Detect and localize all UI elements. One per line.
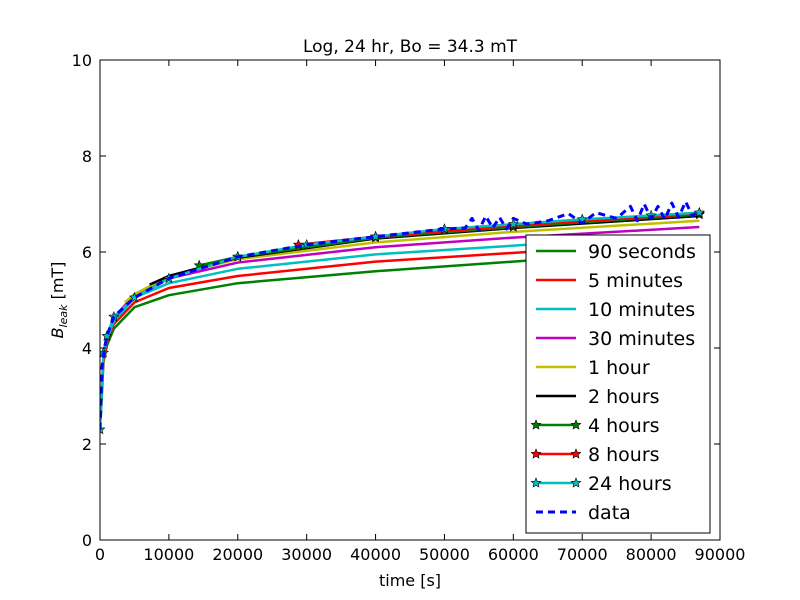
x-tick-label: 50000	[419, 545, 470, 564]
x-tick-label: 10000	[143, 545, 194, 564]
legend-label-data: data	[588, 502, 631, 524]
y-axis-label-unit: [mT]	[48, 262, 67, 305]
legend-marker-24-hours	[530, 477, 542, 488]
y-tick-label: 6	[82, 243, 92, 262]
legend-marker-24-hours	[570, 477, 582, 488]
legend-label-2-hours: 2 hours	[588, 386, 660, 408]
legend-label-10-minutes: 10 minutes	[588, 299, 695, 321]
legend: 90 seconds 5 minutes 10 minutes 30 minutes 1…	[525, 234, 711, 534]
x-tick-label: 20000	[212, 545, 263, 564]
legend-label-4-hours: 4 hours	[588, 415, 660, 437]
series-line-5-minutes	[100, 250, 528, 382]
legend-label-90-seconds: 90 seconds	[588, 241, 696, 263]
legend-label-5-minutes: 5 minutes	[588, 270, 683, 292]
y-tick-label: 0	[82, 531, 92, 550]
y-axis-label-sub: leak	[57, 304, 70, 328]
legend-label-1-hour: 1 hour	[588, 357, 650, 379]
x-tick-label: 40000	[350, 545, 401, 564]
point-24-hours-10	[507, 218, 519, 229]
series-line-10-minutes	[102, 243, 528, 354]
plot-frame	[99, 59, 721, 541]
chart-title: Log, 24 hr, Bo = 34.3 mT	[303, 37, 518, 57]
legend-marker-4-hours	[570, 419, 582, 430]
legend-label-30-minutes: 30 minutes	[588, 328, 695, 350]
x-tick-label: 30000	[281, 545, 332, 564]
legend-marker-4-hours	[530, 419, 542, 430]
legend-label-8-hours: 8 hours	[588, 444, 660, 466]
x-tick-label: 70000	[557, 545, 608, 564]
y-tick-label: 10	[72, 51, 92, 70]
x-tick-label: 80000	[626, 545, 677, 564]
legend-marker-8-hours	[570, 448, 582, 459]
y-tick-label: 4	[82, 339, 92, 358]
y-axis-label-main: B	[48, 327, 67, 338]
y-tick-label: 8	[82, 147, 92, 166]
x-tick-label: 90000	[695, 545, 746, 564]
x-tick-label: 60000	[488, 545, 539, 564]
point-24-hours-2	[101, 330, 113, 341]
point-24-hours-13	[693, 206, 705, 218]
x-tick-label: 0	[95, 545, 105, 564]
point-24-hours-0	[100, 423, 106, 435]
x-axis-label: time [s]	[379, 571, 441, 590]
legend-label-24-hours: 24 hours	[588, 473, 672, 495]
y-axis: 0 2 4 6 8 10	[72, 51, 720, 550]
x-axis: 0 10000 20000 30000 40000 50000 60000 70000 8000…	[95, 60, 746, 564]
y-tick-label: 2	[82, 435, 92, 454]
legend-marker-8-hours	[530, 448, 542, 459]
y-axis-label: Bleak [mT]	[48, 262, 70, 339]
